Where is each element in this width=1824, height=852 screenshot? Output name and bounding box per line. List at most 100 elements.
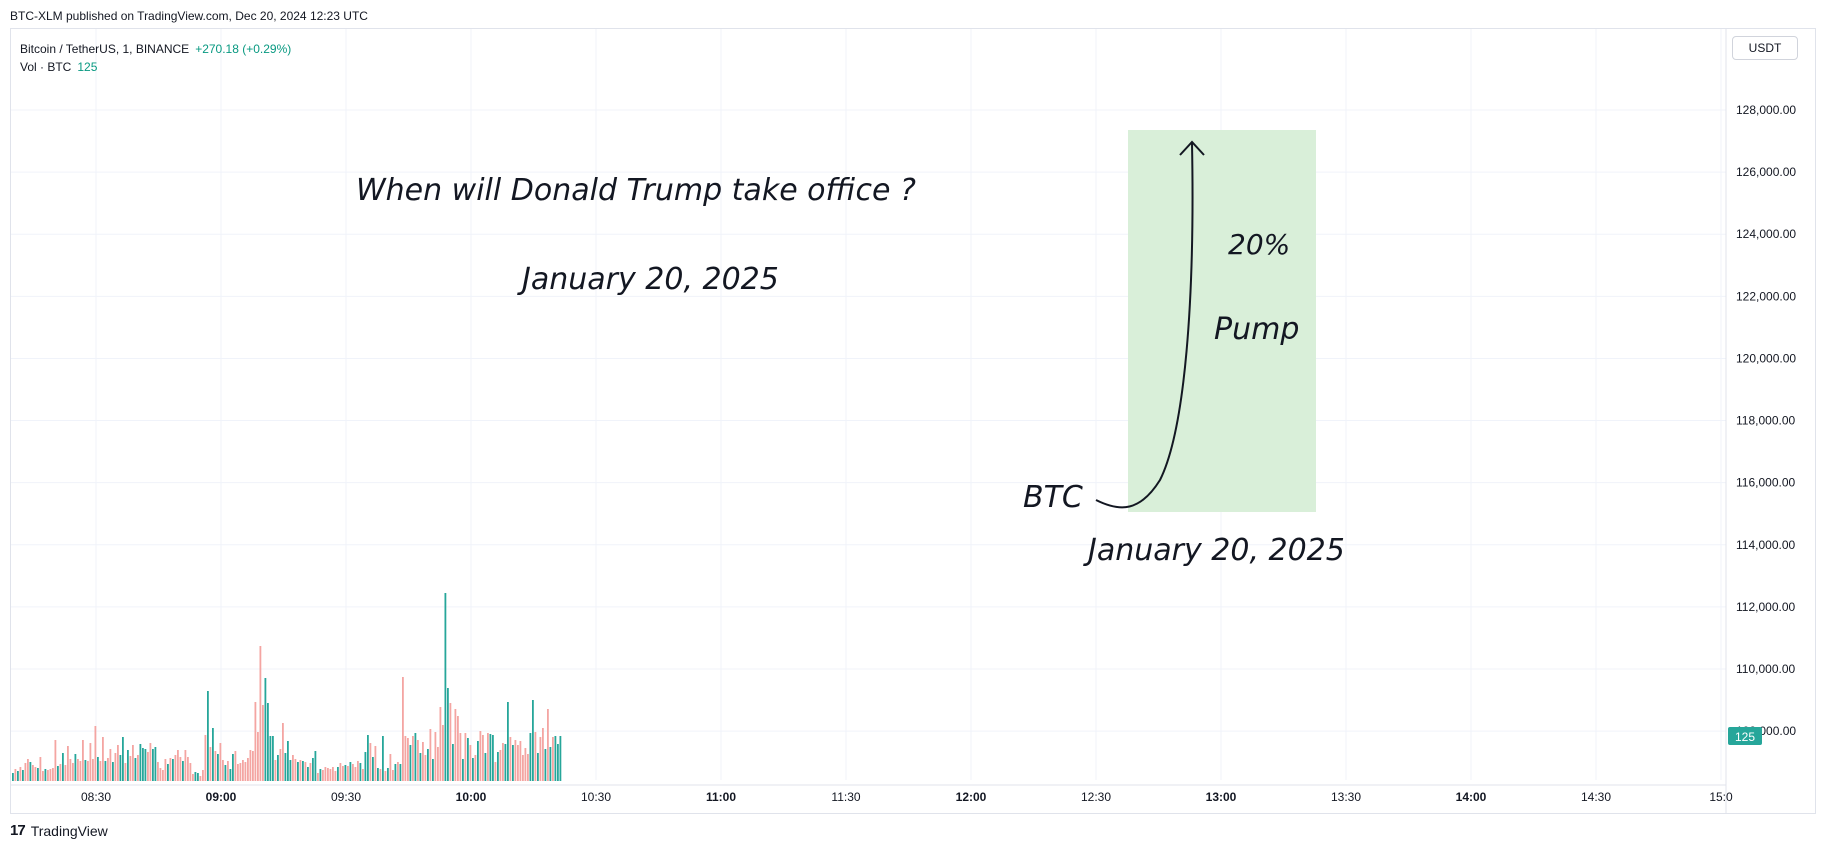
volume-bar bbox=[332, 767, 334, 781]
volume-bar bbox=[324, 767, 327, 781]
volume-bar bbox=[122, 737, 124, 781]
volume-bar bbox=[79, 761, 82, 781]
volume-bar bbox=[437, 747, 439, 781]
volume-bar bbox=[179, 757, 182, 781]
footer-brand-name: TradingView bbox=[30, 822, 108, 839]
pump-arrow-head bbox=[1179, 140, 1205, 156]
volume-bar bbox=[502, 743, 504, 781]
volume-bar bbox=[452, 744, 454, 781]
volume-bar bbox=[177, 750, 179, 781]
volume-bar bbox=[19, 767, 22, 781]
volume-bar bbox=[384, 771, 387, 781]
volume-bar bbox=[534, 732, 537, 781]
volume-bar bbox=[224, 765, 227, 781]
volume-bar bbox=[182, 761, 184, 781]
publish-line: BTC-XLM published on TradingView.com, De… bbox=[10, 9, 368, 23]
price-axis: 110,000.00 112,000.00 114,000.00 116,000.00… bbox=[1736, 103, 1796, 738]
volume-bar bbox=[287, 741, 289, 781]
volume-bar bbox=[77, 759, 79, 781]
volume-bar bbox=[92, 759, 94, 781]
volume-bar bbox=[117, 745, 119, 781]
volume-bar bbox=[467, 738, 469, 781]
volume-bar bbox=[357, 761, 359, 781]
volume-bar bbox=[67, 746, 69, 781]
volume-bar bbox=[557, 744, 559, 781]
price-tick-label: 112,000.00 bbox=[1736, 600, 1795, 614]
volume-bar bbox=[479, 731, 482, 781]
volume-bar bbox=[102, 737, 104, 781]
volume-bar bbox=[249, 750, 252, 781]
volume-bar bbox=[389, 754, 392, 781]
volume-bar bbox=[297, 762, 299, 781]
volume-bar bbox=[347, 766, 349, 781]
currency-button[interactable]: USDT bbox=[1732, 36, 1798, 60]
volume-bar bbox=[294, 759, 297, 781]
legend-symbol[interactable]: Bitcoin / TetherUS, 1, BINANCE bbox=[20, 42, 190, 56]
volume-bar bbox=[519, 741, 522, 781]
chart-legend: Bitcoin / TetherUS, 1, BINANCE +270.18 (+… bbox=[20, 40, 291, 76]
volume-bar bbox=[377, 768, 379, 781]
volume-bar bbox=[164, 759, 167, 781]
volume-bar bbox=[354, 767, 357, 781]
price-tick-label: 122,000.00 bbox=[1736, 289, 1796, 303]
volume-bar bbox=[434, 732, 437, 781]
volume-bar bbox=[184, 750, 187, 781]
legend-volume-label[interactable]: Vol · BTC bbox=[20, 60, 72, 74]
volume-bar bbox=[322, 770, 324, 781]
volume-bar bbox=[42, 771, 44, 781]
volume-bar bbox=[307, 767, 309, 781]
volume-bar bbox=[514, 740, 517, 781]
annotation-question: When will Donald Trump take office ? bbox=[356, 173, 916, 208]
time-tick-label: 14:00 bbox=[1456, 790, 1487, 804]
volume-bar bbox=[259, 646, 262, 781]
volume-bar bbox=[52, 768, 54, 781]
volume-bar bbox=[209, 747, 212, 781]
volume-bar bbox=[372, 757, 374, 781]
volume-bar bbox=[312, 758, 314, 781]
time-tick-label: 14:30 bbox=[1581, 790, 1611, 804]
volume-bar bbox=[49, 769, 52, 781]
volume-bar bbox=[522, 755, 524, 781]
volume-bar bbox=[379, 769, 382, 781]
price-tick-label: 120,000.00 bbox=[1736, 351, 1796, 365]
volume-bar bbox=[344, 765, 347, 781]
volume-bar bbox=[427, 749, 429, 781]
volume-bar bbox=[269, 736, 272, 781]
volume-bar bbox=[234, 751, 237, 781]
volume-bar bbox=[254, 702, 257, 781]
volume-bar bbox=[512, 745, 514, 781]
volume-bar bbox=[152, 749, 154, 781]
volume-bar bbox=[104, 761, 107, 781]
volume-bar bbox=[274, 760, 277, 781]
volume-bar bbox=[507, 702, 509, 781]
volume-bar bbox=[554, 736, 557, 781]
volume-bar bbox=[454, 709, 457, 781]
volume-bar bbox=[239, 763, 242, 781]
volume-bar bbox=[544, 749, 547, 781]
volume-bar bbox=[282, 723, 284, 781]
volume-bar bbox=[284, 753, 287, 781]
volume-bar bbox=[494, 762, 497, 781]
volume-bar bbox=[472, 758, 474, 781]
volume-bar bbox=[394, 764, 397, 781]
price-tick-label: 110,000.00 bbox=[1736, 662, 1795, 676]
volume-bar bbox=[169, 758, 172, 781]
volume-bar bbox=[352, 764, 354, 781]
volume-bar bbox=[417, 740, 419, 781]
volume-bar bbox=[237, 764, 239, 781]
volume-bar bbox=[142, 748, 144, 781]
volume-bar bbox=[232, 754, 234, 781]
price-tick-label: 126,000.00 bbox=[1736, 165, 1796, 179]
annotation-percent: 20% bbox=[1228, 228, 1290, 261]
volume-bar bbox=[517, 745, 519, 781]
volume-bar bbox=[539, 737, 542, 781]
volume-bar bbox=[107, 758, 109, 781]
price-tick-label: 114,000.00 bbox=[1736, 538, 1795, 552]
volume-bar bbox=[119, 755, 122, 781]
volume-bar bbox=[214, 751, 217, 781]
volume-bar bbox=[532, 700, 534, 781]
footer-brand[interactable]: 17 TradingView bbox=[10, 822, 108, 839]
volume-bar bbox=[192, 774, 194, 781]
volume-bar bbox=[252, 751, 254, 781]
